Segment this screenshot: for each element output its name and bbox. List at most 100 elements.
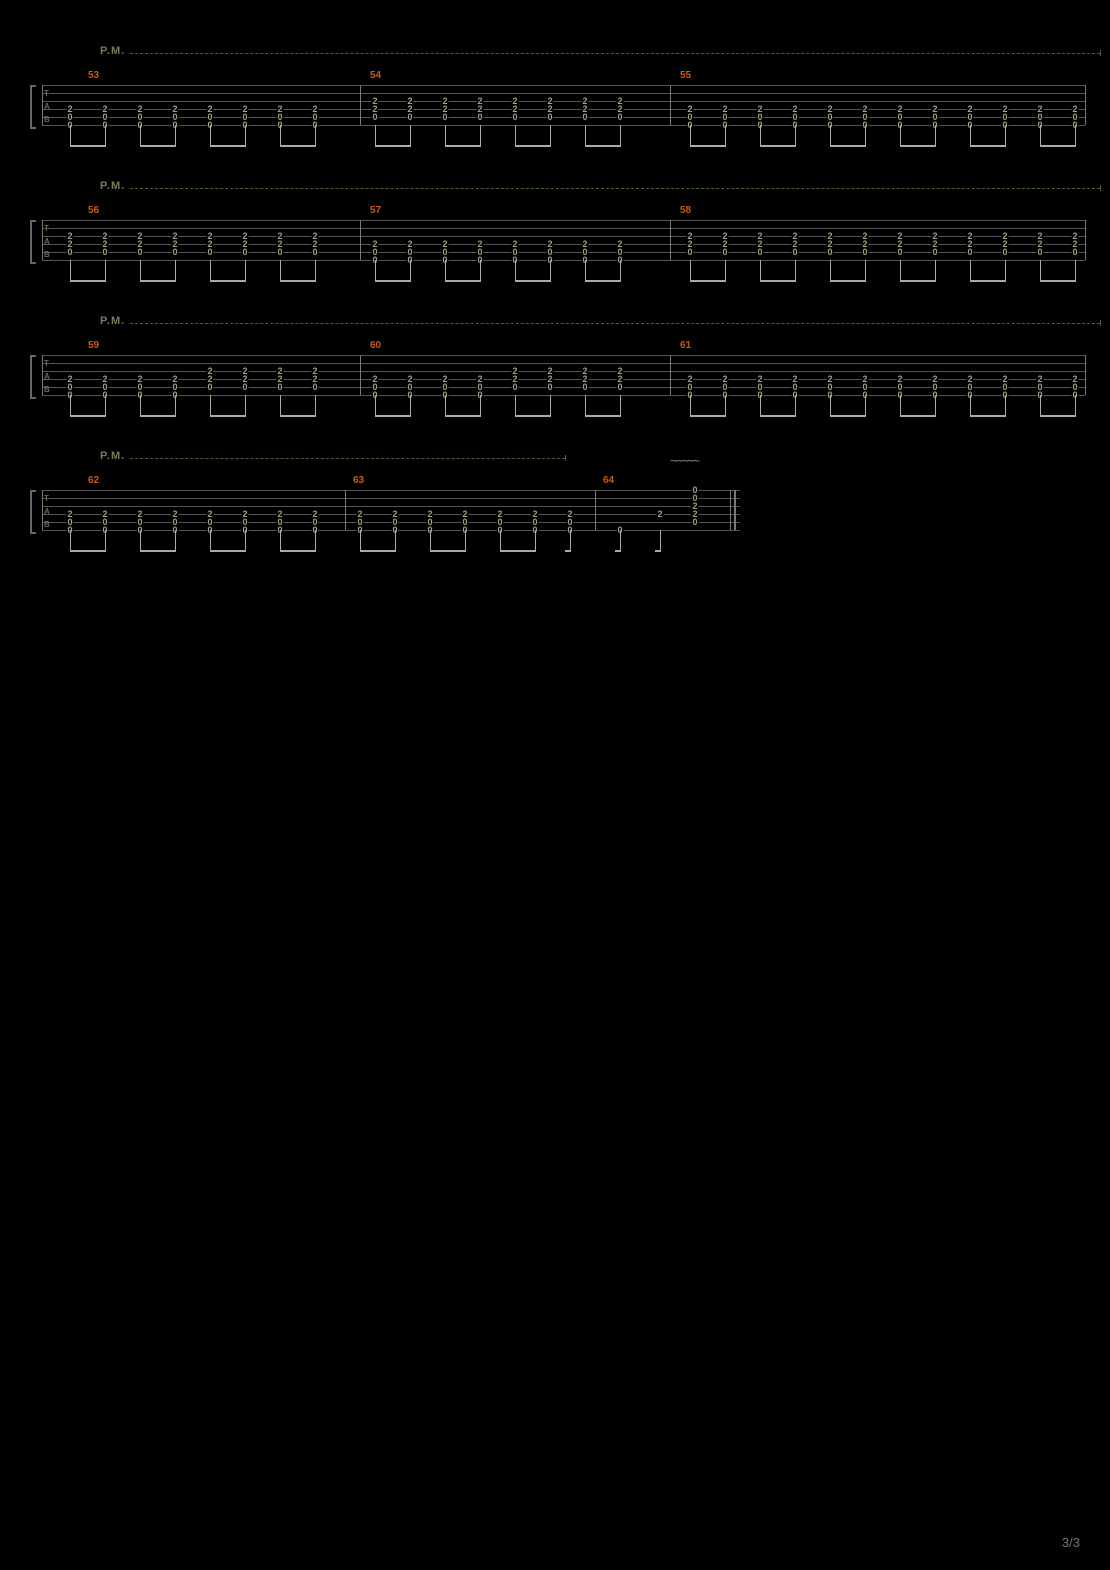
- note-stem: [70, 125, 71, 147]
- beam: [585, 145, 621, 147]
- fret-number: 0: [1001, 248, 1008, 256]
- staff-line: [42, 236, 1085, 237]
- beam: [210, 280, 246, 282]
- fret-number: 0: [441, 113, 448, 121]
- barline: [42, 490, 43, 530]
- vibrato-mark: ~~~~~: [670, 453, 698, 468]
- staff-line: [42, 371, 1085, 372]
- note-stem: [210, 125, 211, 147]
- fret-number: 0: [1071, 248, 1078, 256]
- beam: [830, 145, 866, 147]
- note-stem: [245, 530, 246, 552]
- note-stem: [970, 125, 971, 147]
- fret-number: 0: [546, 113, 553, 121]
- note-stem: [375, 125, 376, 147]
- fret-number: 0: [476, 113, 483, 121]
- staff-line: [42, 109, 1085, 110]
- fret-number: 0: [511, 113, 518, 121]
- note-stem: [690, 125, 691, 147]
- note-stem: [725, 260, 726, 282]
- staff-line: [42, 363, 1085, 364]
- beam: [585, 280, 621, 282]
- note-stem: [140, 395, 141, 417]
- note-stem: [795, 395, 796, 417]
- staff-line: [42, 244, 1085, 245]
- beam: [970, 145, 1006, 147]
- staff-bracket: [30, 490, 36, 534]
- beam: [140, 415, 176, 417]
- beam: [375, 145, 411, 147]
- note-stem: [70, 530, 71, 552]
- fret-number: 0: [276, 383, 283, 391]
- tab-clef-letter: A: [44, 507, 50, 516]
- note-stem: [70, 260, 71, 282]
- note-stem: [865, 125, 866, 147]
- staff-line: [42, 252, 1085, 253]
- beam: [515, 145, 551, 147]
- staff-line: [42, 490, 740, 491]
- fret-number: 0: [171, 248, 178, 256]
- fret-number: 2: [656, 510, 663, 518]
- fret-number: 0: [931, 248, 938, 256]
- note-stem: [210, 260, 211, 282]
- barline: [670, 85, 671, 125]
- beam: [690, 145, 726, 147]
- fret-number: 0: [616, 113, 623, 121]
- beam: [375, 415, 411, 417]
- beam: [830, 280, 866, 282]
- beam: [500, 550, 536, 552]
- note-stem: [1040, 395, 1041, 417]
- beam: [445, 415, 481, 417]
- fret-number: 0: [826, 248, 833, 256]
- beam: [360, 550, 396, 552]
- note-stem: [70, 395, 71, 417]
- note-stem: [480, 395, 481, 417]
- palm-mute-span: [130, 53, 1100, 55]
- note-stem: [315, 125, 316, 147]
- beam: [900, 415, 936, 417]
- note-stem: [140, 530, 141, 552]
- note-stem: [760, 395, 761, 417]
- fret-number: 0: [206, 248, 213, 256]
- palm-mute-label: P.M.: [100, 45, 125, 57]
- staff-line: [42, 506, 740, 507]
- note-stem: [725, 125, 726, 147]
- note-stem: [375, 395, 376, 417]
- note-stem: [935, 260, 936, 282]
- flag: [655, 550, 661, 552]
- fret-number: 0: [791, 248, 798, 256]
- fret-number: 0: [406, 113, 413, 121]
- note-stem: [395, 530, 396, 552]
- beam: [140, 280, 176, 282]
- palm-mute-label: P.M.: [100, 450, 125, 462]
- note-stem: [550, 260, 551, 282]
- note-stem: [280, 530, 281, 552]
- note-stem: [935, 125, 936, 147]
- fret-number: 0: [311, 383, 318, 391]
- beam: [690, 415, 726, 417]
- note-stem: [445, 395, 446, 417]
- beam: [445, 145, 481, 147]
- bar-number: 54: [370, 70, 381, 81]
- barline: [42, 355, 43, 395]
- final-barline: [734, 490, 736, 530]
- beam: [1040, 145, 1076, 147]
- note-stem: [430, 530, 431, 552]
- note-stem: [830, 125, 831, 147]
- note-stem: [210, 395, 211, 417]
- note-stem: [1075, 125, 1076, 147]
- beam: [1040, 280, 1076, 282]
- page-number: 3/3: [1062, 1535, 1080, 1550]
- staff-line: [42, 220, 1085, 221]
- beam: [280, 145, 316, 147]
- note-stem: [315, 260, 316, 282]
- tab-clef-letter: B: [44, 520, 50, 529]
- bar-number: 59: [88, 340, 99, 351]
- fret-number: 0: [241, 383, 248, 391]
- palm-mute-span: [130, 188, 1100, 190]
- note-stem: [480, 260, 481, 282]
- bar-number: 53: [88, 70, 99, 81]
- beam: [280, 280, 316, 282]
- beam: [1040, 415, 1076, 417]
- tab-clef-letter: T: [44, 89, 49, 98]
